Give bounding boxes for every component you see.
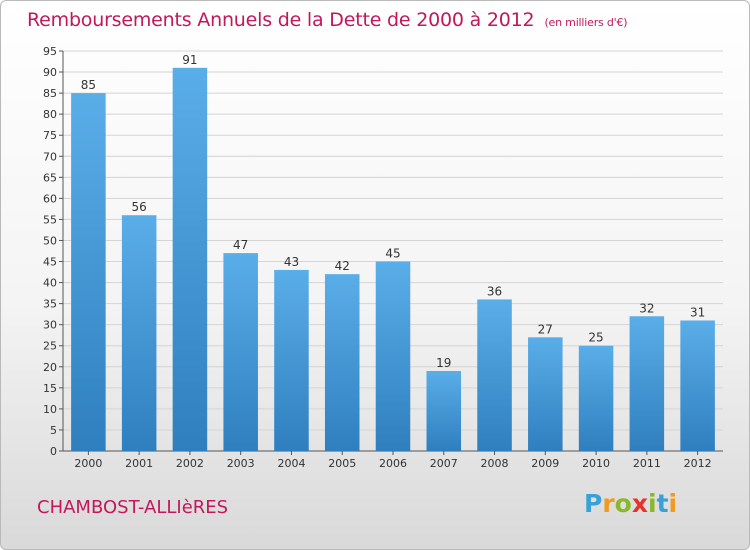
y-tick-label: 20 bbox=[43, 361, 57, 374]
x-tick-label: 2008 bbox=[481, 457, 509, 470]
y-tick-label: 60 bbox=[43, 192, 57, 205]
data-label: 85 bbox=[81, 78, 96, 92]
bar bbox=[426, 371, 462, 451]
bar bbox=[477, 299, 512, 451]
proxiti-logo: Proxiti bbox=[584, 489, 677, 518]
bar bbox=[680, 320, 715, 451]
x-tick-label: 2007 bbox=[430, 457, 458, 470]
bar bbox=[71, 93, 106, 452]
data-label: 47 bbox=[233, 238, 248, 252]
y-tick-label: 15 bbox=[43, 382, 57, 395]
y-tick-label: 35 bbox=[43, 298, 57, 311]
data-label: 32 bbox=[639, 301, 654, 315]
y-tick-label: 75 bbox=[43, 129, 57, 142]
logo-letter: P bbox=[584, 489, 603, 518]
bar bbox=[223, 253, 258, 451]
data-label: 27 bbox=[538, 322, 553, 336]
data-label: 19 bbox=[436, 356, 451, 370]
data-label: 91 bbox=[182, 53, 197, 67]
y-tick-label: 70 bbox=[43, 150, 57, 163]
x-tick-label: 2003 bbox=[227, 457, 255, 470]
y-tick-label: 50 bbox=[43, 234, 57, 247]
y-tick-label: 90 bbox=[43, 66, 57, 79]
data-label: 45 bbox=[385, 247, 400, 261]
x-tick-label: 2001 bbox=[125, 457, 153, 470]
x-tick-label: 2002 bbox=[176, 457, 204, 470]
bar bbox=[324, 274, 360, 451]
logo-letter: x bbox=[631, 489, 648, 518]
data-label: 43 bbox=[284, 255, 299, 269]
y-tick-label: 65 bbox=[43, 171, 57, 184]
x-tick-label: 2011 bbox=[633, 457, 661, 470]
x-tick-label: 2012 bbox=[684, 457, 712, 470]
logo-letter: o bbox=[614, 489, 632, 518]
x-tick-label: 2010 bbox=[582, 457, 610, 470]
bar bbox=[375, 261, 411, 451]
y-tick-label: 10 bbox=[43, 403, 57, 416]
chart-title: Remboursements Annuels de la Dette de 20… bbox=[27, 9, 628, 31]
data-label: 42 bbox=[335, 259, 350, 273]
y-tick-label: 85 bbox=[43, 87, 57, 100]
data-label: 31 bbox=[690, 305, 705, 319]
x-tick-label: 2006 bbox=[379, 457, 407, 470]
y-tick-label: 30 bbox=[43, 319, 57, 332]
y-tick-label: 55 bbox=[43, 213, 57, 226]
bar bbox=[274, 269, 309, 451]
y-tick-label: 5 bbox=[50, 424, 57, 437]
bar bbox=[172, 67, 208, 451]
logo-letter: t bbox=[656, 489, 669, 518]
bar bbox=[578, 345, 614, 451]
chart-unit: (en milliers d'€) bbox=[544, 16, 628, 29]
y-tick-label: 25 bbox=[43, 340, 57, 353]
bars bbox=[71, 67, 715, 452]
y-tick-label: 0 bbox=[50, 445, 57, 458]
labels: 0 5 10 15 20 25 30 35 40 45 50 55 60 65 70 75 80 85 90 95 85… bbox=[43, 45, 712, 470]
logo-letter: r bbox=[602, 489, 615, 518]
logo-letter: i bbox=[648, 489, 657, 518]
y-tick-label: 95 bbox=[43, 45, 57, 58]
data-label: 56 bbox=[132, 200, 147, 214]
data-label: 25 bbox=[588, 331, 603, 345]
y-tick-label: 45 bbox=[43, 256, 57, 269]
chart-title-text: Remboursements Annuels de la Dette de 20… bbox=[27, 9, 535, 31]
y-tick-label: 80 bbox=[43, 108, 57, 121]
data-label: 36 bbox=[487, 284, 502, 298]
logo-letter: i bbox=[668, 489, 678, 518]
y-tick-label: 40 bbox=[43, 277, 57, 290]
x-tick-label: 2005 bbox=[328, 457, 356, 470]
bar bbox=[121, 215, 157, 451]
bar bbox=[528, 337, 563, 451]
x-tick-label: 2004 bbox=[277, 457, 305, 470]
commune-name: CHAMBOST-ALLIèRES bbox=[37, 497, 229, 518]
x-tick-label: 2009 bbox=[531, 457, 559, 470]
bar bbox=[629, 316, 665, 451]
x-tick-label: 2000 bbox=[74, 457, 102, 470]
